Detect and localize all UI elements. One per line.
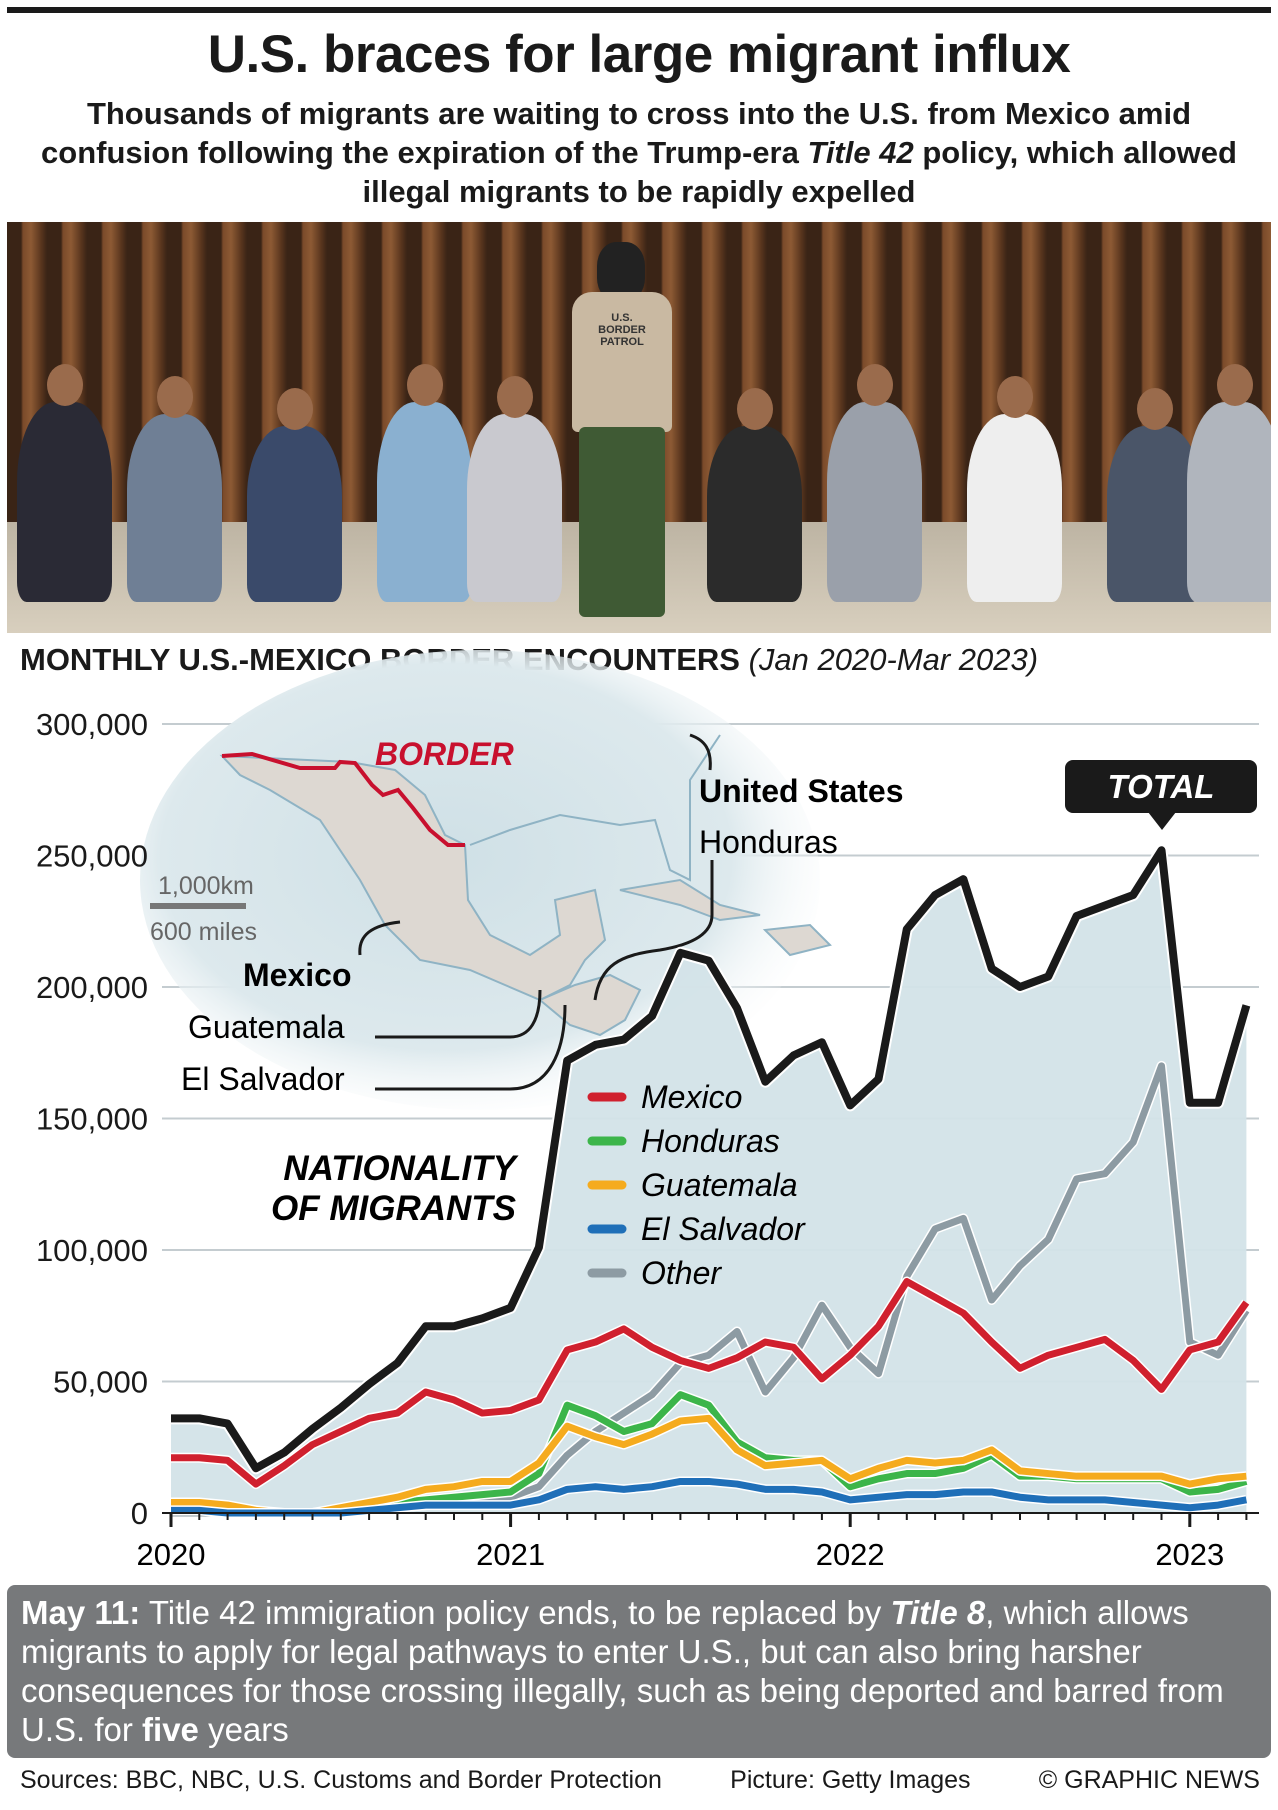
photo-person <box>247 388 342 602</box>
label-guatemala: Guatemala <box>188 1009 345 1045</box>
subtitle-italic: Title 42 <box>807 135 914 170</box>
photo-person <box>1187 364 1271 602</box>
total-box <box>1065 760 1257 813</box>
total-callout: TOTAL <box>1065 760 1257 830</box>
policy-note: May 11: Title 42 immigration policy ends… <box>7 1585 1271 1758</box>
legend-label: Honduras <box>641 1123 780 1159</box>
top-rule <box>7 7 1271 13</box>
map-cuba <box>619 878 761 922</box>
border-line <box>221 751 465 847</box>
legend-label: El Salvador <box>641 1211 806 1247</box>
label-mexico: Mexico <box>243 957 351 993</box>
annotation-line2: OF MIGRANTS <box>271 1189 516 1228</box>
photo-person <box>967 376 1062 602</box>
y-tick-label: 0 <box>131 1496 148 1531</box>
photo-person <box>707 388 802 602</box>
scale-miles: 600 miles <box>150 918 257 946</box>
scale-km: 1,000km <box>158 872 254 900</box>
annotation-line1: NATIONALITY <box>283 1149 518 1188</box>
page-title: U.S. braces for large migrant influx <box>207 25 1071 84</box>
note-title8: Title 8 <box>890 1594 986 1631</box>
y-tick-label: 150,000 <box>36 1102 148 1137</box>
map-pointers <box>358 733 714 1091</box>
photo-person <box>127 376 222 602</box>
legend-label: Guatemala <box>641 1167 798 1203</box>
series-line-mexico <box>171 1278 1250 1488</box>
note-text2: , which allows migrants to apply for leg… <box>21 1594 1224 1748</box>
label-el-salvador: El Salvador <box>181 1061 345 1097</box>
legend: Mexico Honduras Guatemala El Salvador Other <box>587 1079 806 1291</box>
sources: Sources: BBC, NBC, U.S. Customs and Bord… <box>20 1766 662 1794</box>
y-tick-label: 50,000 <box>53 1365 148 1400</box>
region-map: BORDER United States Honduras Mexico Gua… <box>140 650 903 1110</box>
note-five: five <box>142 1711 199 1748</box>
map-mexico <box>219 754 607 1002</box>
label-united-states: United States <box>699 773 903 809</box>
photo-person <box>17 364 112 602</box>
series-line-guatemala <box>171 1414 1247 1517</box>
y-tick-label: 200,000 <box>36 970 148 1005</box>
scale-bar <box>150 903 246 909</box>
label-honduras: Honduras <box>699 824 838 860</box>
subtitle: Thousands of migrants are waiting to cro… <box>20 94 1258 211</box>
photo-border-migrants: U.S. BORDER PATROL <box>7 222 1271 633</box>
legend-label: Other <box>641 1255 722 1291</box>
photo-person <box>827 364 922 602</box>
copyright: © GRAPHIC NEWS <box>1038 1766 1260 1794</box>
map-us-coast <box>469 734 721 882</box>
subtitle-text-end: policy, which allowed illegal migrants t… <box>362 135 1237 209</box>
note-text: Title 42 immigration policy ends, to be … <box>140 1594 891 1631</box>
photo-person <box>1107 388 1202 602</box>
total-label: TOTAL <box>1108 768 1215 805</box>
note-date: May 11: <box>21 1594 141 1631</box>
total-line <box>171 846 1251 1473</box>
picture-credit: Picture: Getty Images <box>730 1766 971 1794</box>
photo-person <box>377 364 472 602</box>
legend-label: Mexico <box>641 1079 742 1115</box>
y-tick-label: 250,000 <box>36 839 148 874</box>
x-tick-label: 2021 <box>476 1537 545 1572</box>
photo-person <box>467 376 562 602</box>
photo-agent: U.S. BORDER PATROL <box>567 242 677 632</box>
subtitle-text: Thousands of migrants are waiting to cro… <box>41 96 1192 170</box>
total-pointer <box>1148 812 1176 830</box>
note-text3: years <box>198 1711 289 1748</box>
chart-date-range: (Jan 2020-Mar 2023) <box>748 642 1039 677</box>
x-tick-label: 2023 <box>1155 1537 1224 1572</box>
x-tick-label: 2022 <box>816 1537 885 1572</box>
map-hispaniola <box>762 923 832 957</box>
y-tick-label: 300,000 <box>36 707 148 742</box>
nationality-annotation: NATIONALITY OF MIGRANTS <box>271 1149 519 1228</box>
x-tick-label: 2020 <box>137 1537 206 1572</box>
total-area <box>171 850 1247 1513</box>
vest-text: U.S. BORDER PATROL <box>598 312 646 348</box>
footer: Sources: BBC, NBC, U.S. Customs and Bord… <box>20 1766 1260 1795</box>
border-label: BORDER <box>375 736 514 772</box>
y-tick-label: 100,000 <box>36 1233 148 1268</box>
